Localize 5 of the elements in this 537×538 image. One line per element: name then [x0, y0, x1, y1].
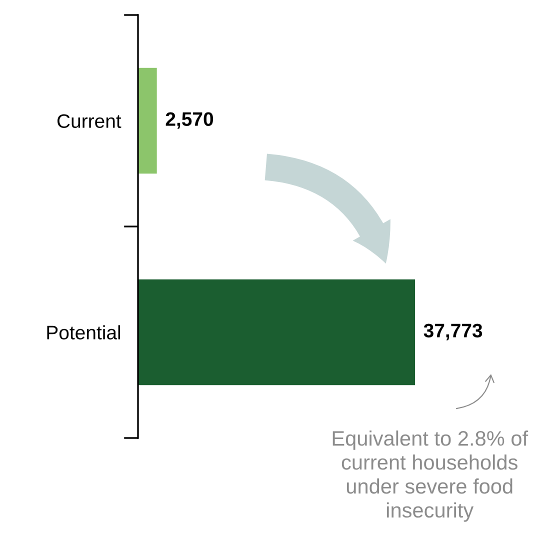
y-tick-label: Current: [57, 114, 122, 128]
annotation: Equivalent to 2.8% of current households under severe food insecurity: [332, 430, 528, 522]
data-label: 37,773: [424, 324, 482, 340]
data-label: 2,570: [166, 112, 214, 129]
y-tick-label: Potential: [47, 325, 120, 340]
